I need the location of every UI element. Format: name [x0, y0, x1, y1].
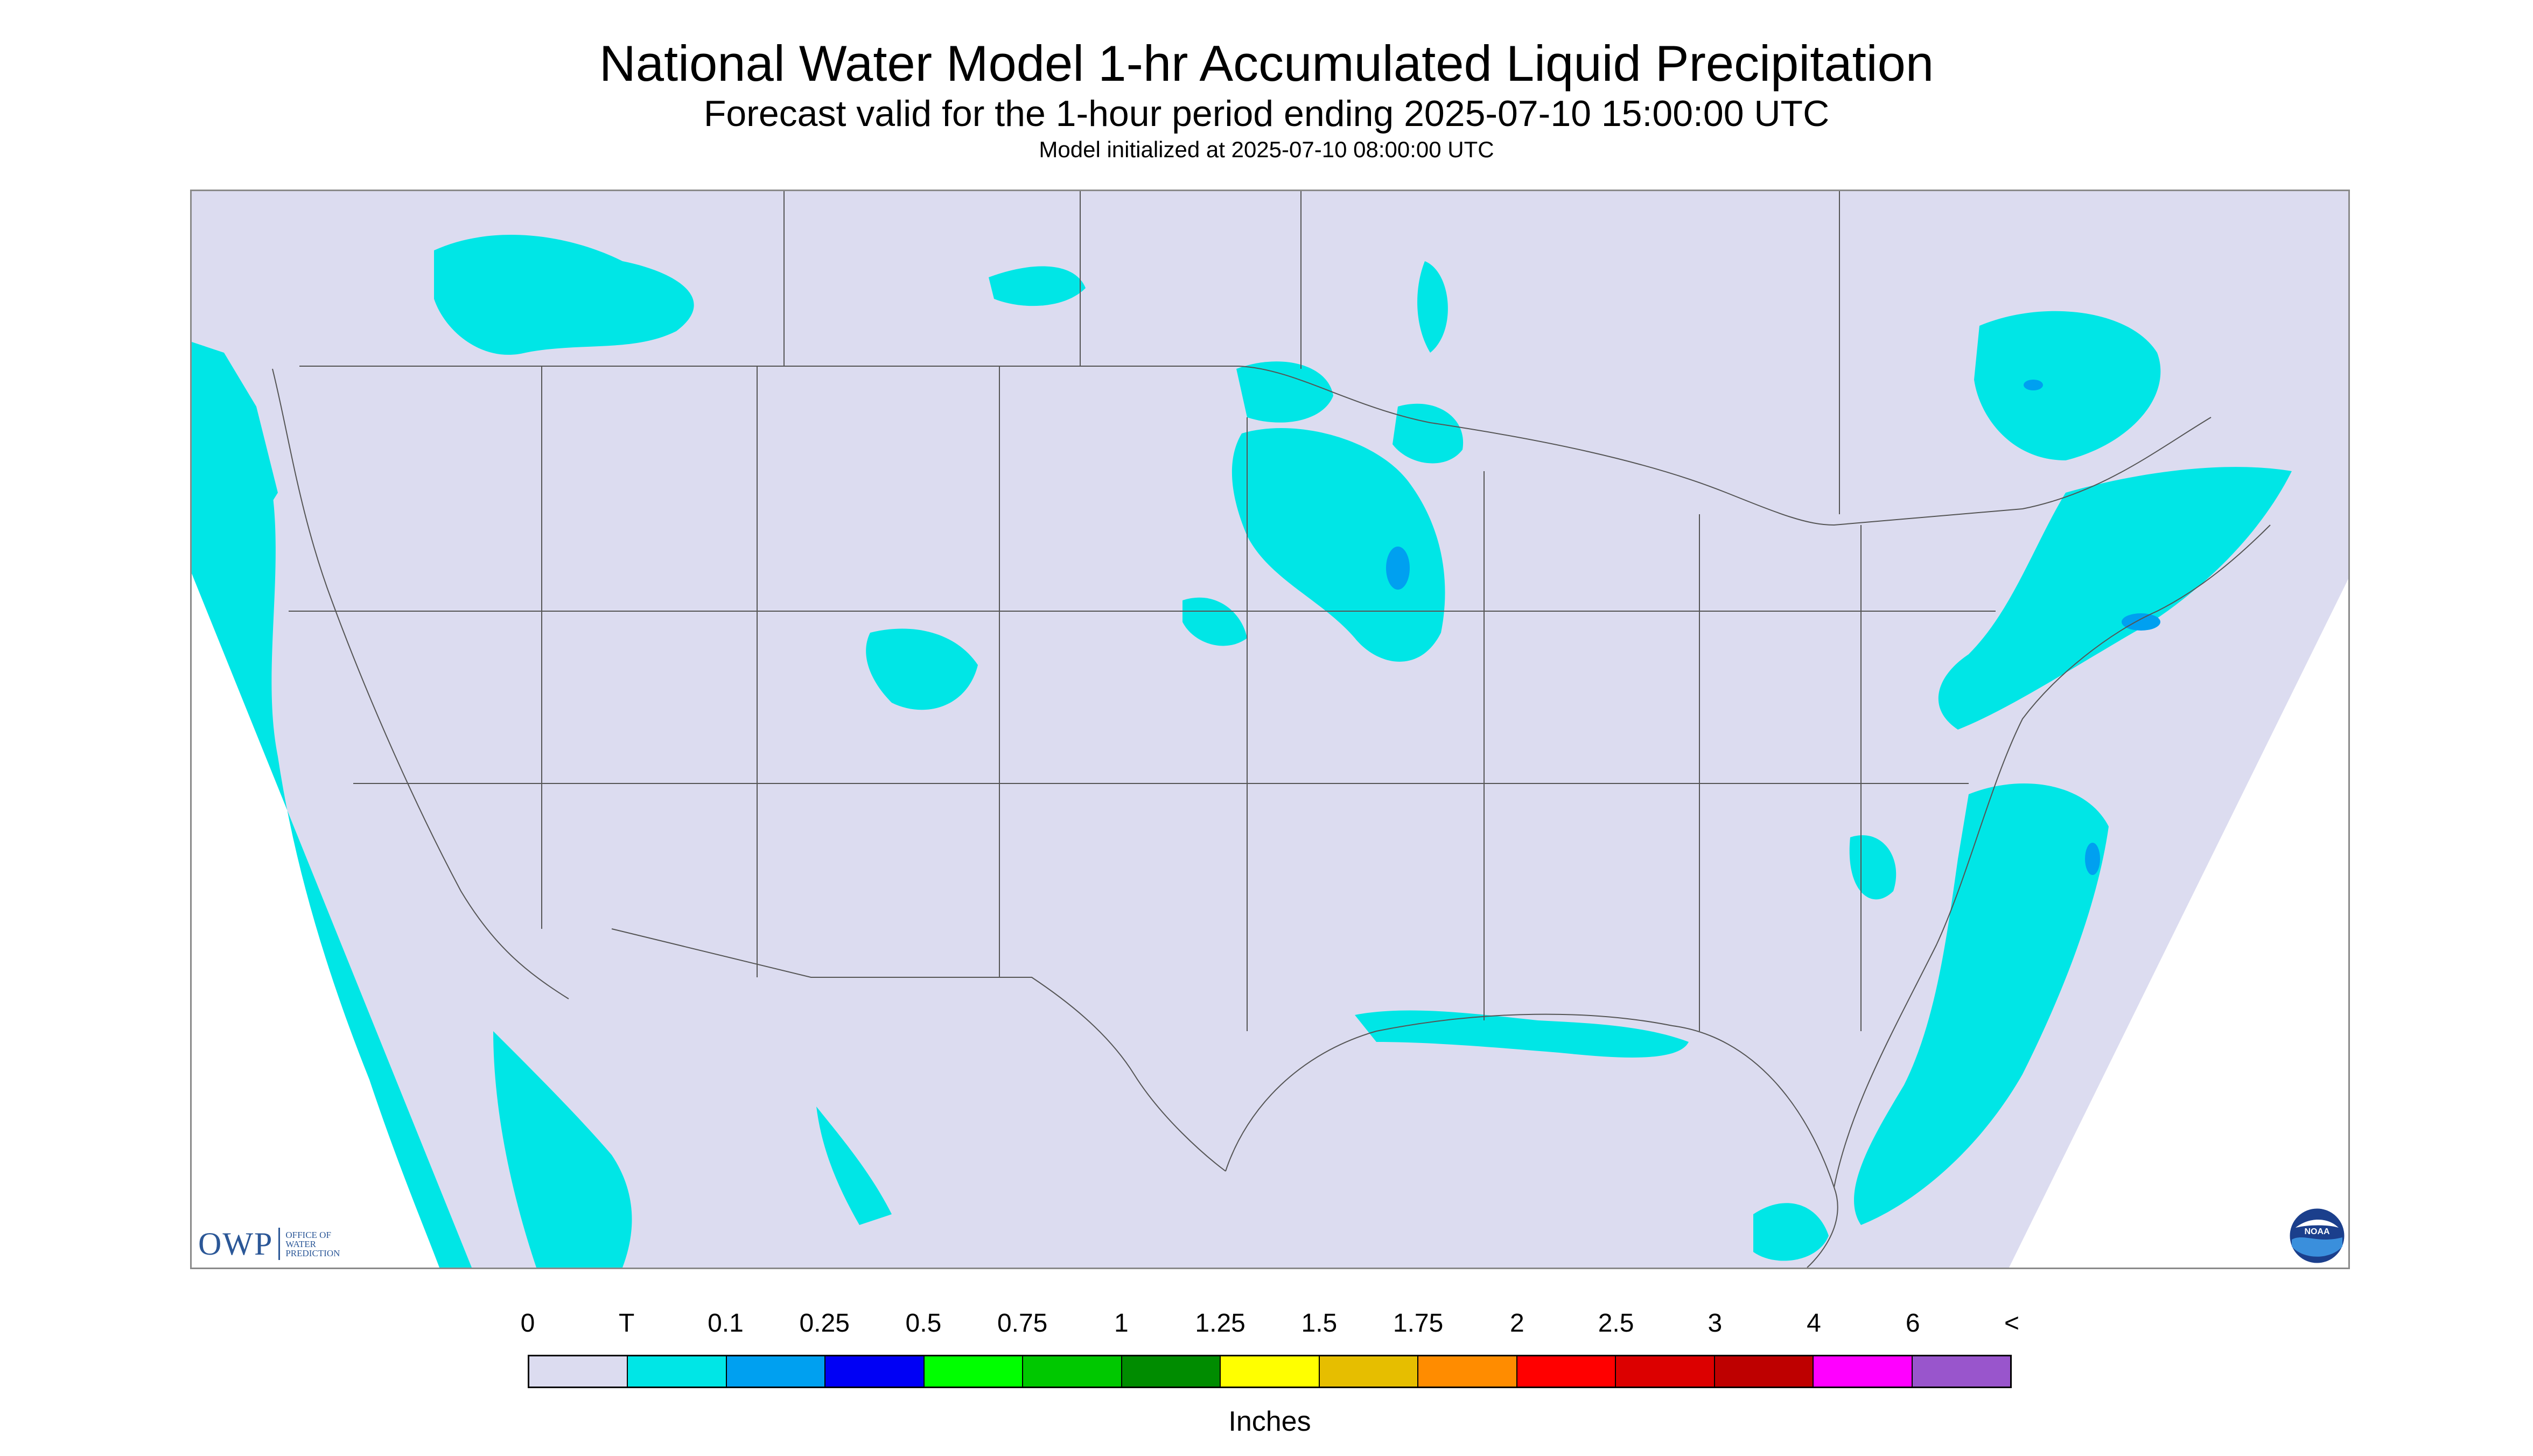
canada-prairie-precip — [434, 235, 694, 355]
noaa-logo-text: NOAA — [2304, 1227, 2330, 1236]
ontario-precip — [1417, 261, 1448, 353]
us-canada-border — [299, 366, 2212, 526]
owp-logo: OWP OFFICE OF WATER PREDICTION — [198, 1222, 355, 1265]
core-quebec — [2024, 380, 2043, 390]
legend-swatch — [1418, 1356, 1517, 1387]
legend-units: Inches — [1228, 1406, 1311, 1437]
legend-swatch — [924, 1356, 1024, 1387]
owp-logo-letters: OWP — [198, 1226, 274, 1262]
model-init-text: Model initialized at 2025-07-10 08:00:00… — [1039, 137, 1494, 162]
legend-tick-label: 0 — [520, 1309, 535, 1338]
quebec-precip — [1974, 311, 2161, 460]
east-coast — [1834, 524, 2271, 1188]
legend-tick-label: 1.25 — [1195, 1309, 1245, 1338]
core-new-england — [2122, 613, 2160, 631]
owp-logo-divider — [278, 1228, 281, 1260]
legend-tick-label: 4 — [1807, 1309, 1821, 1338]
colorado-precip — [866, 628, 978, 710]
precipitation-map — [190, 190, 2350, 1269]
legend-tick-label: 2 — [1509, 1309, 1524, 1338]
legend-swatch — [1912, 1356, 2011, 1387]
canada-province-line — [783, 191, 1840, 514]
legend-tick-label: 0.75 — [997, 1309, 1048, 1338]
gulf-coast-precip — [1355, 1010, 1689, 1058]
legend-swatch — [1715, 1356, 1814, 1387]
legend-swatch — [1221, 1356, 1320, 1387]
legend-swatch — [1319, 1356, 1419, 1387]
upper-midwest-precip — [1231, 428, 1445, 662]
core-wisconsin — [1386, 547, 1410, 590]
map-title: National Water Model 1-hr Accumulated Li… — [599, 35, 1934, 92]
baja-precip — [493, 1031, 632, 1268]
noaa-logo: NOAA — [2288, 1207, 2346, 1265]
map-canvas — [192, 191, 2348, 1268]
legend-tick-label: 6 — [1905, 1309, 1920, 1338]
legend-tick-label: 0.5 — [905, 1309, 942, 1338]
legend-swatch — [628, 1356, 727, 1387]
legend-swatch — [1517, 1356, 1617, 1387]
legend-swatch — [726, 1356, 826, 1387]
gulf-coast — [1225, 1013, 1838, 1268]
mexico-precip — [816, 1107, 892, 1225]
model-domain — [192, 191, 2348, 1268]
legend-tick-label: 0.25 — [799, 1309, 850, 1338]
legend-tick-label: < — [2004, 1309, 2020, 1338]
pacific-nw-precip — [192, 342, 278, 536]
minnesota-precip — [1236, 361, 1333, 423]
legend-swatch — [529, 1356, 628, 1387]
legend-swatch — [1023, 1356, 1122, 1387]
precip-heavy-cores — [1386, 380, 2160, 875]
legend-colorbar — [528, 1355, 2012, 1388]
legend-tick-label: 1 — [1114, 1309, 1129, 1338]
legend-swatch — [1122, 1356, 1221, 1387]
florida-precip — [1753, 1203, 1829, 1261]
us-mexico-border — [611, 928, 1226, 1172]
legend-tick-label: 0.1 — [708, 1309, 744, 1338]
core-atlantic — [2085, 843, 2100, 875]
boundaries — [272, 191, 2271, 1268]
legend-tick-label: 1.75 — [1393, 1309, 1444, 1338]
legend: 0 T 0.1 0.25 0.5 0.75 1 1.25 1.5 1.75 2 2.5 3 4 6 < Inc… — [521, 1292, 2019, 1454]
legend-tick-label: T — [619, 1309, 635, 1338]
map-subtitle: Forecast valid for the 1-hour period end… — [703, 93, 1830, 134]
precip-areas — [192, 235, 2292, 1268]
atlantic-precip — [1854, 783, 2109, 1225]
legend-swatch — [1616, 1356, 1715, 1387]
owp-logo-subtext: OFFICE OF WATER PREDICTION — [285, 1229, 340, 1258]
pacific-precip — [192, 347, 472, 1268]
legend-tick-label: 2.5 — [1598, 1309, 1634, 1338]
legend-swatch — [1814, 1356, 1913, 1387]
nebraska-precip — [1182, 597, 1247, 646]
legend-swatch — [825, 1356, 925, 1387]
legend-tick-label: 1.5 — [1301, 1309, 1338, 1338]
west-coast — [272, 368, 569, 999]
legend-tick-label: 3 — [1708, 1309, 1723, 1338]
manitoba-precip — [989, 266, 1086, 306]
northeast-precip — [1938, 467, 2292, 730]
